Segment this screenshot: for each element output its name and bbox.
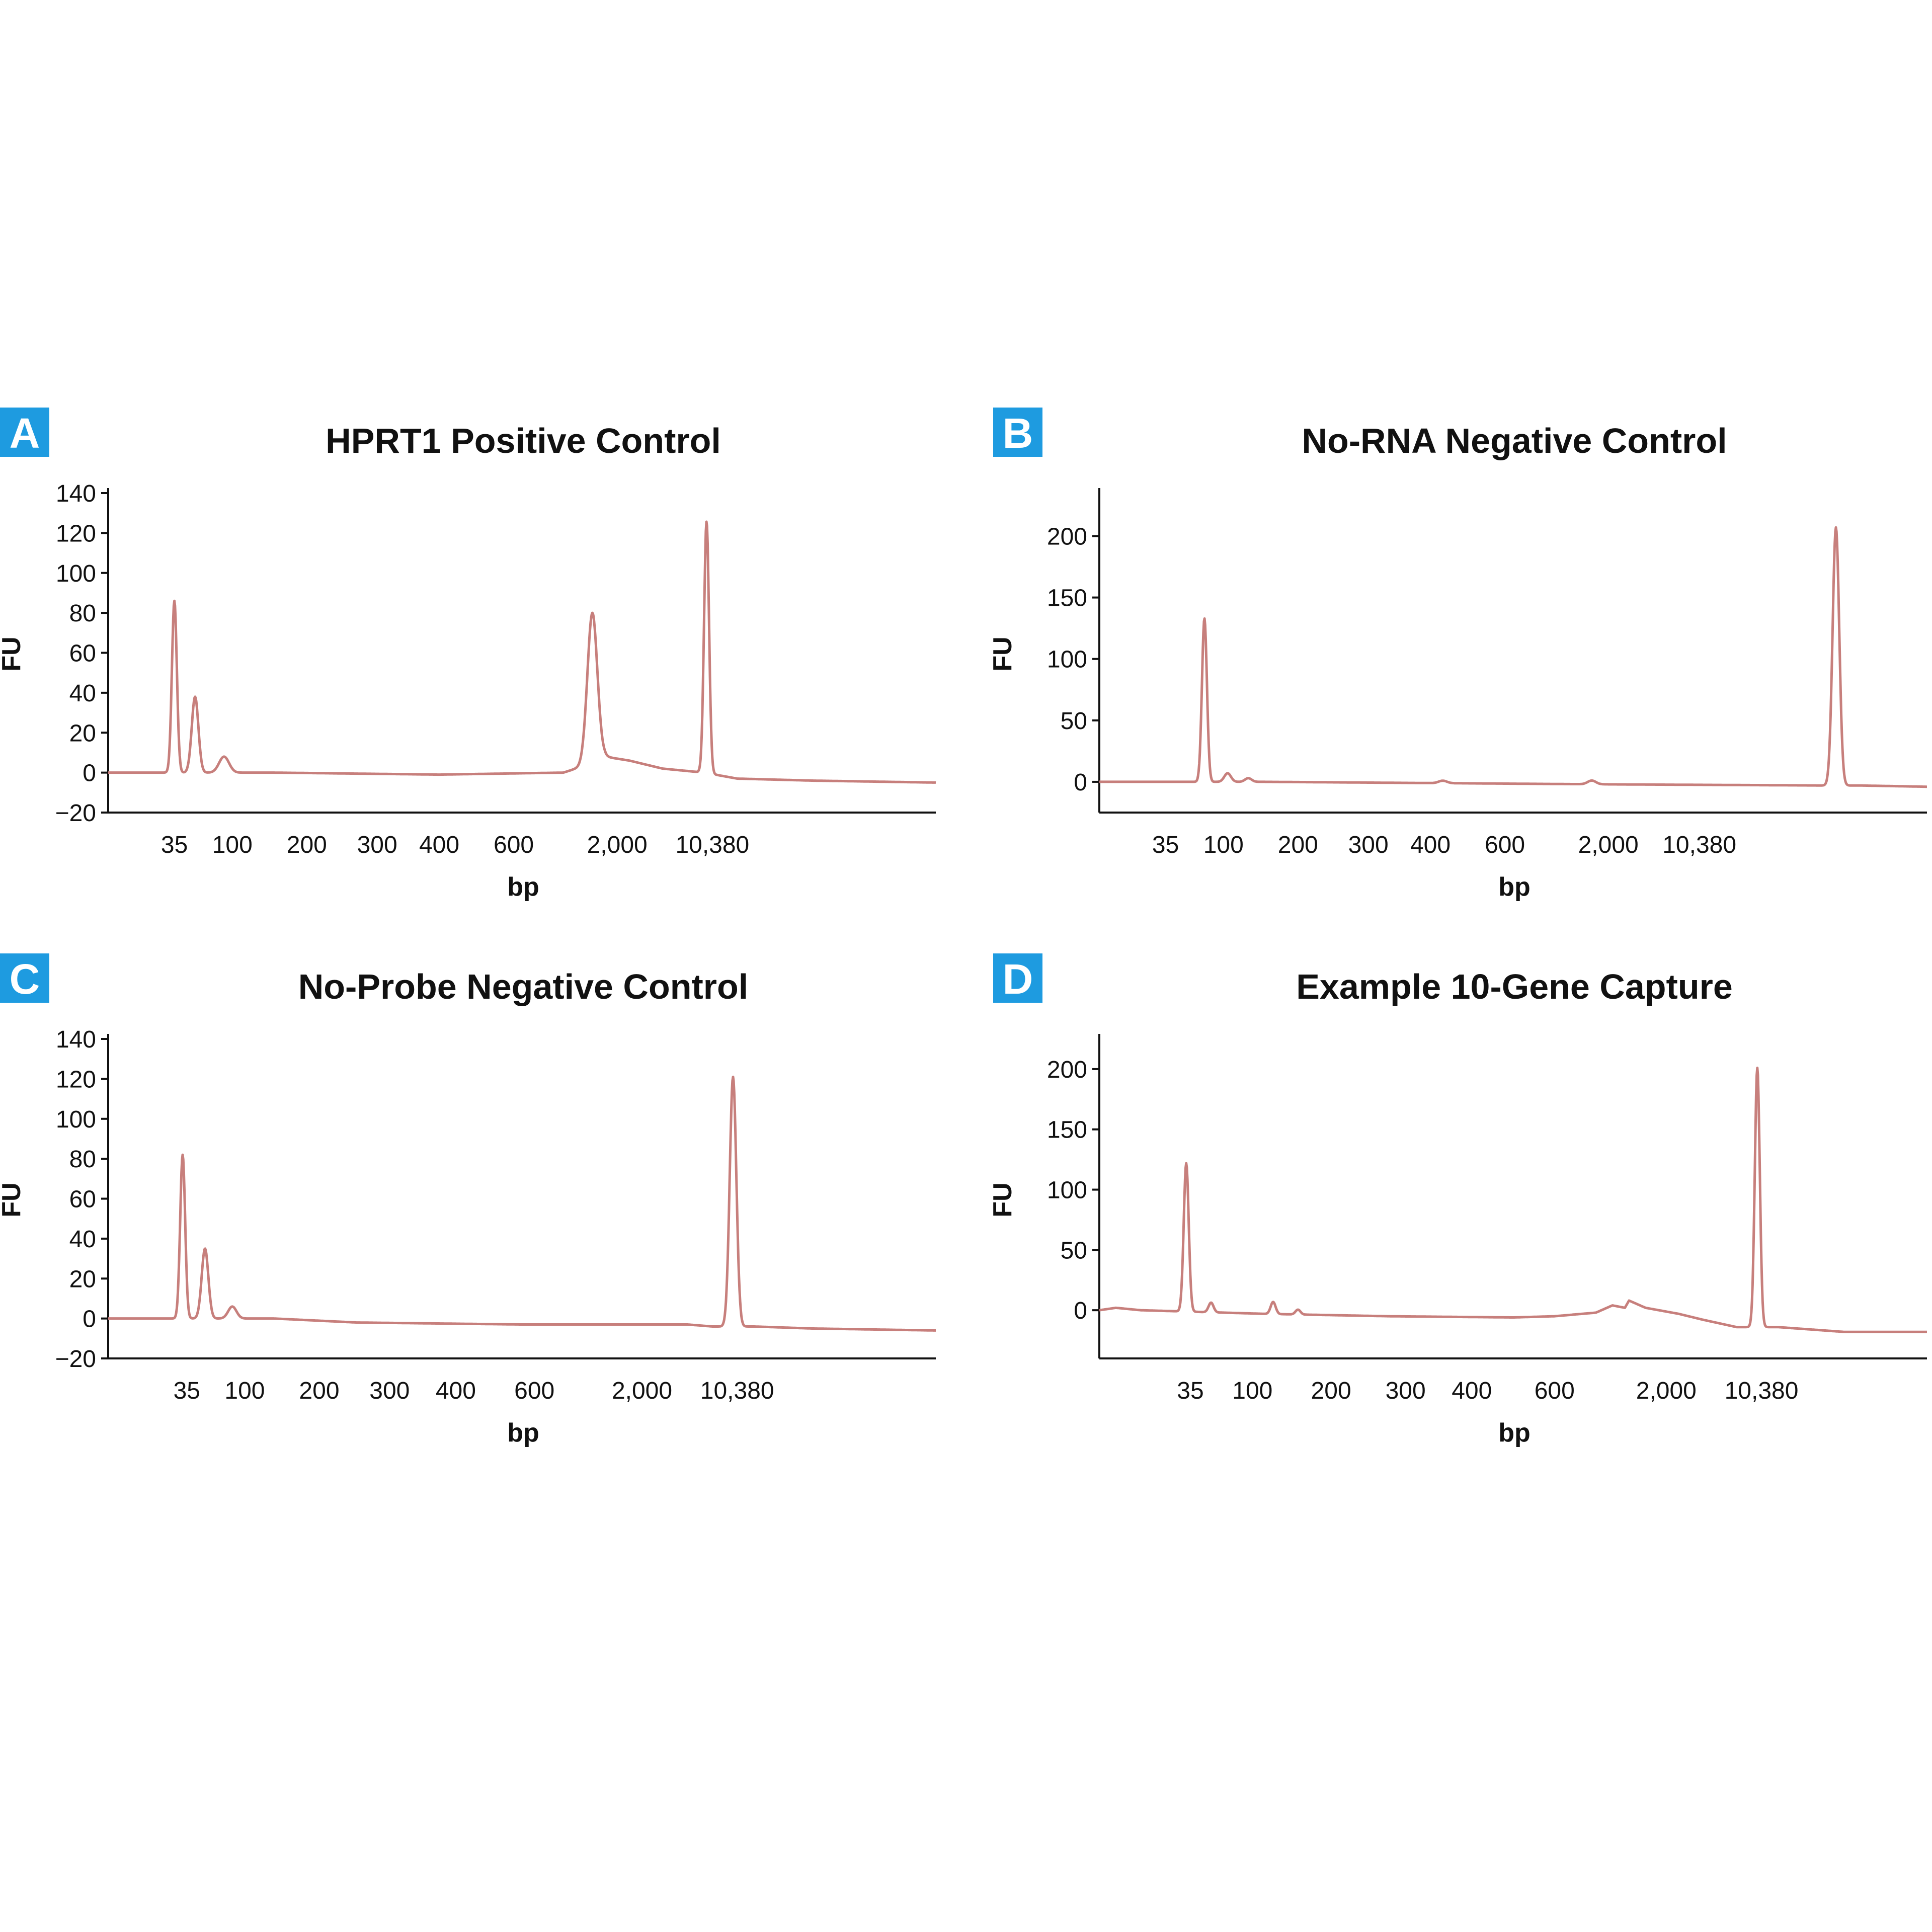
x-tick-label: 100 [212,832,253,858]
chart-title: No-RNA Negative Control [1302,421,1727,460]
plot-area: −20 0 20 40 60 80 100 120 140 35 100 200 300 400 600 2,… [55,1026,937,1404]
x-tick-label: 200 [299,1378,339,1404]
y-tick-label: 200 [1047,1057,1087,1083]
chart-a: A HPRT1 Positive Control FU bp −20 0 20 40 6… [0,408,937,902]
y-tick-label: 20 [69,1266,96,1293]
y-tick-label: 60 [69,640,96,667]
y-tick-label: 120 [56,1066,96,1093]
x-tick-label: 35 [1152,832,1179,858]
x-tick-label: 400 [419,832,459,858]
chart-title: Example 10-Gene Capture [1296,967,1733,1006]
plot-area: −20 0 20 40 60 80 100 120 140 35 100 200 300 400 600 2,… [55,480,937,858]
y-axis-title: FU [0,636,26,671]
x-tick-label: 600 [494,832,534,858]
plot-area: 0 50 100 150 200 35 100 200 300 400 600 2,000 10,380 [1047,1034,1928,1404]
y-tick-label: 100 [1047,1177,1087,1204]
fluorescence-trace [107,520,937,784]
x-tick-label: 200 [287,832,327,858]
y-tick-label: 120 [56,520,96,547]
x-tick-label: 10,380 [675,832,749,858]
chart-title: No-Probe Negative Control [298,967,749,1006]
y-tick-label: 100 [1047,647,1087,673]
x-axis-title: bp [1498,1418,1531,1447]
y-tick-label: 80 [69,600,96,627]
panel-label-box [0,408,49,457]
panel-label-box [993,953,1042,1003]
y-tick-label: 60 [69,1186,96,1213]
y-tick-label: 100 [56,1106,96,1133]
x-tick-label: 200 [1278,832,1318,858]
y-tick-label: 140 [56,480,96,507]
x-tick-label: 10,380 [700,1378,774,1404]
x-tick-label: 200 [1311,1378,1351,1404]
x-tick-label: 2,000 [587,832,648,858]
x-tick-label: 100 [224,1378,265,1404]
y-axis-title: FU [988,636,1017,671]
y-tick-label: −20 [55,1346,96,1373]
x-tick-label: 2,000 [1636,1378,1697,1404]
x-tick-label: 2,000 [1578,832,1639,858]
y-tick-label: 200 [1047,523,1087,550]
fluorescence-trace [107,1075,937,1332]
chart-b: B No-RNA Negative Control FU bp 0 50 100 15… [988,408,1928,902]
x-axis-title: bp [1498,872,1531,902]
y-tick-label: 20 [69,720,96,747]
y-tick-label: 0 [1074,769,1087,796]
x-tick-label: 35 [174,1378,200,1404]
panel-label: A [10,410,40,457]
y-tick-label: 40 [69,680,96,707]
y-tick-label: 0 [1074,1298,1087,1324]
x-axis-title: bp [507,872,539,902]
x-axis-title: bp [507,1418,539,1447]
panel-label-box [0,953,49,1003]
panel-a: A HPRT1 Positive Control FU bp −20 0 20 40 6… [0,397,966,946]
y-tick-label: 150 [1047,1117,1087,1144]
x-tick-label: 10,380 [1725,1378,1799,1404]
y-tick-label: 50 [1061,708,1087,735]
panel-label: C [10,955,40,1003]
y-tick-label: 40 [69,1226,96,1253]
panel-c: C No-Probe Negative Control FU bp −20 0 20… [0,943,966,1492]
fluorescence-trace [1098,526,1928,788]
chart-d: D Example 10-Gene Capture FU bp 0 50 100 15… [988,953,1928,1447]
x-tick-label: 300 [357,832,397,858]
x-tick-label: 2,000 [612,1378,672,1404]
y-tick-label: 0 [83,1306,96,1333]
y-axis-title: FU [0,1182,26,1217]
y-tick-label: 150 [1047,585,1087,612]
x-tick-label: 400 [1410,832,1451,858]
x-tick-label: 300 [1386,1378,1426,1404]
x-tick-label: 100 [1232,1378,1272,1404]
x-tick-label: 600 [514,1378,554,1404]
y-tick-label: −20 [55,800,96,827]
x-tick-label: 35 [1177,1378,1203,1404]
y-tick-label: 100 [56,560,96,587]
y-tick-label: 50 [1061,1237,1087,1264]
panel-d: D Example 10-Gene Capture FU bp 0 50 100 15… [988,943,1932,1492]
x-tick-label: 100 [1203,832,1244,858]
panel-label-box [993,408,1042,457]
plot-area: 0 50 100 150 200 35 100 200 300 400 600 2,000 10,380 [1047,488,1928,858]
x-tick-label: 400 [436,1378,476,1404]
x-tick-label: 10,380 [1662,832,1736,858]
x-tick-label: 300 [1348,832,1389,858]
y-tick-label: 0 [83,760,96,787]
x-tick-label: 600 [1535,1378,1575,1404]
panel-label: B [1003,410,1033,457]
y-tick-label: 80 [69,1146,96,1173]
panel-b: B No-RNA Negative Control FU bp 0 50 100 15… [988,397,1932,946]
y-axis-title: FU [988,1182,1017,1217]
panel-label: D [1003,955,1033,1003]
x-tick-label: 35 [161,832,188,858]
x-tick-label: 300 [369,1378,410,1404]
y-tick-label: 140 [56,1026,96,1053]
x-tick-label: 400 [1452,1378,1492,1404]
chart-title: HPRT1 Positive Control [326,421,721,460]
x-tick-label: 600 [1485,832,1525,858]
chart-c: C No-Probe Negative Control FU bp −20 0 20… [0,953,937,1447]
fluorescence-trace [1098,1067,1928,1333]
